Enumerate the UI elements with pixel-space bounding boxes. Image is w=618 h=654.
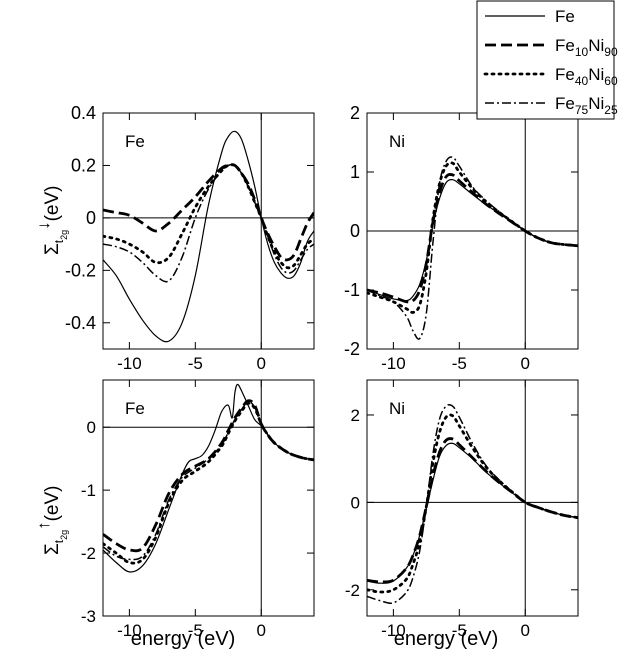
series-line-fe10ni90 bbox=[367, 437, 578, 584]
panel-fe-spin-up: -10 -5 0 0 -1 -2 -3 Fe bbox=[81, 379, 315, 640]
legend-label-fe75ni25: Fe75Ni25 bbox=[555, 94, 618, 117]
ylabel-sub-t: t bbox=[52, 239, 66, 243]
y-tick-label: -0.4 bbox=[65, 313, 96, 333]
panel-ni-spin-down: -10 -5 0 2 1 0 -1 -2 Ni bbox=[344, 103, 579, 373]
y-tick-label: 0 bbox=[87, 418, 96, 437]
series-line-fe40ni60 bbox=[367, 161, 578, 314]
ylabel-sigma: Σ bbox=[42, 243, 63, 255]
ylabel-spin-down: Σt2g ↓(eV) bbox=[34, 185, 69, 255]
x-tick-label: -5 bbox=[188, 354, 203, 373]
x-tick-label: -5 bbox=[188, 621, 203, 640]
series-line-fe bbox=[367, 179, 578, 302]
ylabel-up-arrow: ↑ bbox=[34, 521, 53, 530]
x-tick-label: -10 bbox=[381, 621, 406, 640]
y-tick-label: -2 bbox=[344, 339, 360, 359]
series-line-fe bbox=[367, 442, 578, 584]
ylabel-sub-t: t bbox=[52, 539, 66, 543]
x-tick-label: 0 bbox=[521, 621, 530, 640]
panel-label: Fe bbox=[125, 399, 145, 418]
x-tick-label: 0 bbox=[257, 354, 266, 373]
legend-label-fe40ni60: Fe40Ni60 bbox=[555, 65, 618, 88]
svg-text:Σt2g↓(eV): Σt2g ↓(eV) bbox=[34, 185, 69, 255]
series-group bbox=[367, 403, 578, 605]
legend-label-fe10ni90: Fe10Ni90 bbox=[555, 36, 618, 59]
series-line-fe75ni25 bbox=[367, 403, 578, 605]
y-tick-label: -2 bbox=[81, 544, 96, 563]
series-line-fe10ni90 bbox=[367, 173, 578, 304]
y-tick-label: -3 bbox=[81, 607, 96, 626]
panel-label: Ni bbox=[389, 132, 405, 151]
ylabel-unit: (eV) bbox=[42, 185, 63, 221]
legend-box bbox=[476, 0, 615, 120]
y-tick-label: 1 bbox=[350, 162, 360, 182]
y-tick-label: 0 bbox=[350, 221, 360, 241]
plot-frame bbox=[102, 112, 315, 350]
series-group bbox=[367, 156, 578, 340]
ylabel-down-arrow: ↓ bbox=[34, 221, 53, 230]
panel-fe-spin-down: -10 -5 0 0.4 0.2 0 -0.2 -0.4 Fe bbox=[65, 103, 315, 373]
x-tick-label: -10 bbox=[117, 621, 142, 640]
y-tick-label: -0.2 bbox=[65, 260, 96, 280]
series-group bbox=[103, 383, 314, 573]
ylabel-spin-up: Σt2g ↑(eV) bbox=[34, 485, 69, 555]
series-line-fe40ni60 bbox=[367, 413, 578, 594]
ylabel-sub-2g: 2g bbox=[59, 230, 69, 240]
plot-frame bbox=[366, 379, 579, 617]
x-tick-label: -10 bbox=[117, 354, 142, 373]
legend-label-fe: Fe bbox=[555, 7, 575, 26]
x-tick-label: -5 bbox=[452, 621, 467, 640]
xlabel-right: energy (eV) bbox=[394, 628, 499, 650]
series-group bbox=[103, 130, 314, 343]
panel-label: Fe bbox=[125, 132, 145, 151]
x-tick-label: 0 bbox=[257, 621, 266, 640]
y-tick-label: 0 bbox=[351, 493, 360, 512]
ylabel-sigma: Σ bbox=[42, 543, 63, 555]
x-tick-label: 0 bbox=[521, 354, 530, 373]
y-tick-label: 0.4 bbox=[71, 103, 96, 123]
x-tick-label: -10 bbox=[381, 354, 406, 373]
y-tick-label: 0.2 bbox=[71, 155, 96, 175]
xlabel-left: energy (eV) bbox=[131, 628, 236, 650]
y-tick-label: 2 bbox=[350, 103, 360, 123]
y-tick-label: 2 bbox=[351, 406, 360, 425]
series-line-fe75ni25 bbox=[103, 163, 314, 283]
legend: Fe Fe10Ni90 Fe40Ni60 Fe75Ni25 bbox=[476, 0, 618, 120]
panel-ni-spin-up: -10 -5 0 2 0 -2 Ni bbox=[345, 379, 579, 640]
series-line-fe75ni25 bbox=[367, 156, 578, 340]
series-line-fe10ni90 bbox=[103, 163, 314, 262]
series-line-fe10ni90 bbox=[103, 399, 314, 553]
series-line-fe75ni25 bbox=[103, 401, 314, 561]
y-tick-label: -1 bbox=[344, 280, 360, 300]
y-tick-label: -1 bbox=[81, 481, 96, 500]
y-tick-label: 0 bbox=[86, 208, 96, 228]
series-line-fe40ni60 bbox=[103, 401, 314, 565]
panel-label: Ni bbox=[389, 399, 405, 418]
y-tick-label: -2 bbox=[345, 581, 360, 600]
series-line-fe bbox=[103, 130, 314, 343]
ylabel-unit: (eV) bbox=[42, 485, 63, 521]
svg-text:Σt2g↑(eV): Σt2g ↑(eV) bbox=[34, 485, 69, 555]
x-tick-label: -5 bbox=[452, 354, 467, 373]
ylabel-sub-2g: 2g bbox=[59, 530, 69, 540]
plot-frame bbox=[102, 379, 315, 617]
